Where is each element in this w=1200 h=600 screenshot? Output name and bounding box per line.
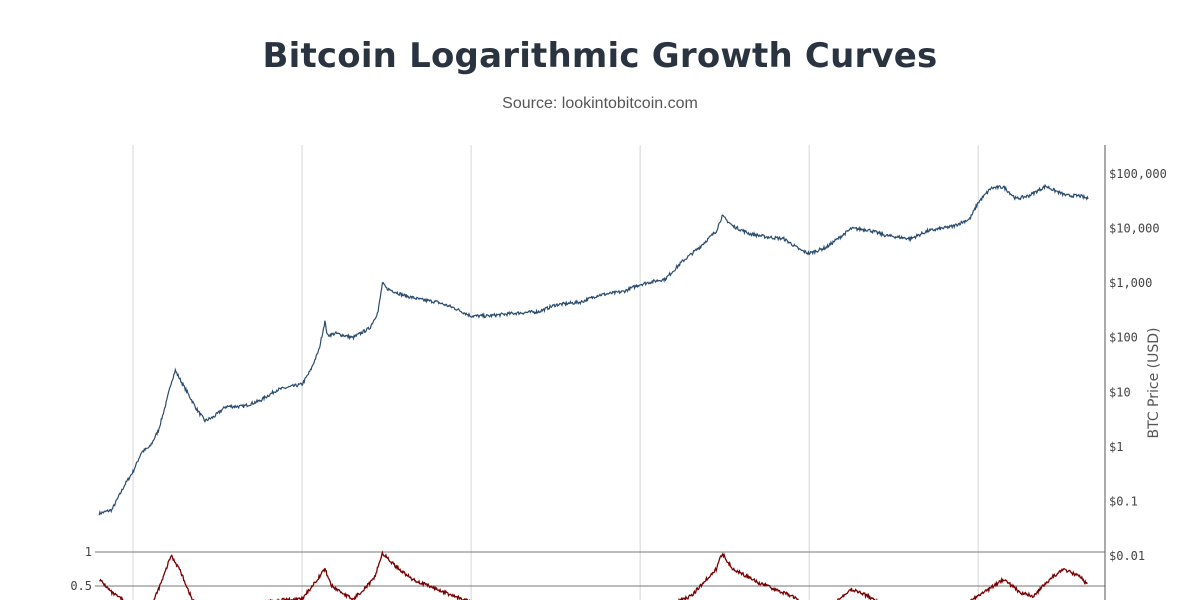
y-tick-label: $1	[1109, 440, 1123, 454]
oscillator-panel	[95, 550, 1105, 600]
oscillator-tick-label: 0.5	[70, 579, 92, 593]
y-tick-label: $100,000	[1109, 167, 1167, 181]
oscillator-ticks: 10.5	[70, 545, 92, 593]
chart-subtitle: Source: lookintobitcoin.com	[502, 95, 698, 112]
y-tick-label: $1,000	[1109, 276, 1152, 290]
y-tick-label: $0.01	[1109, 549, 1145, 563]
y-tick-label: $100	[1109, 331, 1138, 345]
x-gridlines	[132, 145, 979, 600]
chart-title: Bitcoin Logarithmic Growth Curves	[262, 36, 938, 76]
y-tick-label: $0.1	[1109, 494, 1138, 508]
price-series	[98, 183, 1089, 516]
y-axis-label: BTC Price (USD)	[1146, 327, 1162, 438]
btc-price-line	[98, 183, 1089, 516]
y-axis-ticks: $100,000 $10,000 $1,000 $100 $10 $1 $0.1 $0.01	[1109, 167, 1167, 563]
y-tick-label: $10,000	[1109, 222, 1160, 236]
y-tick-label: $10	[1109, 385, 1131, 399]
oscillator-tick-label: 1	[85, 545, 92, 559]
oscillator-line	[99, 550, 1088, 600]
